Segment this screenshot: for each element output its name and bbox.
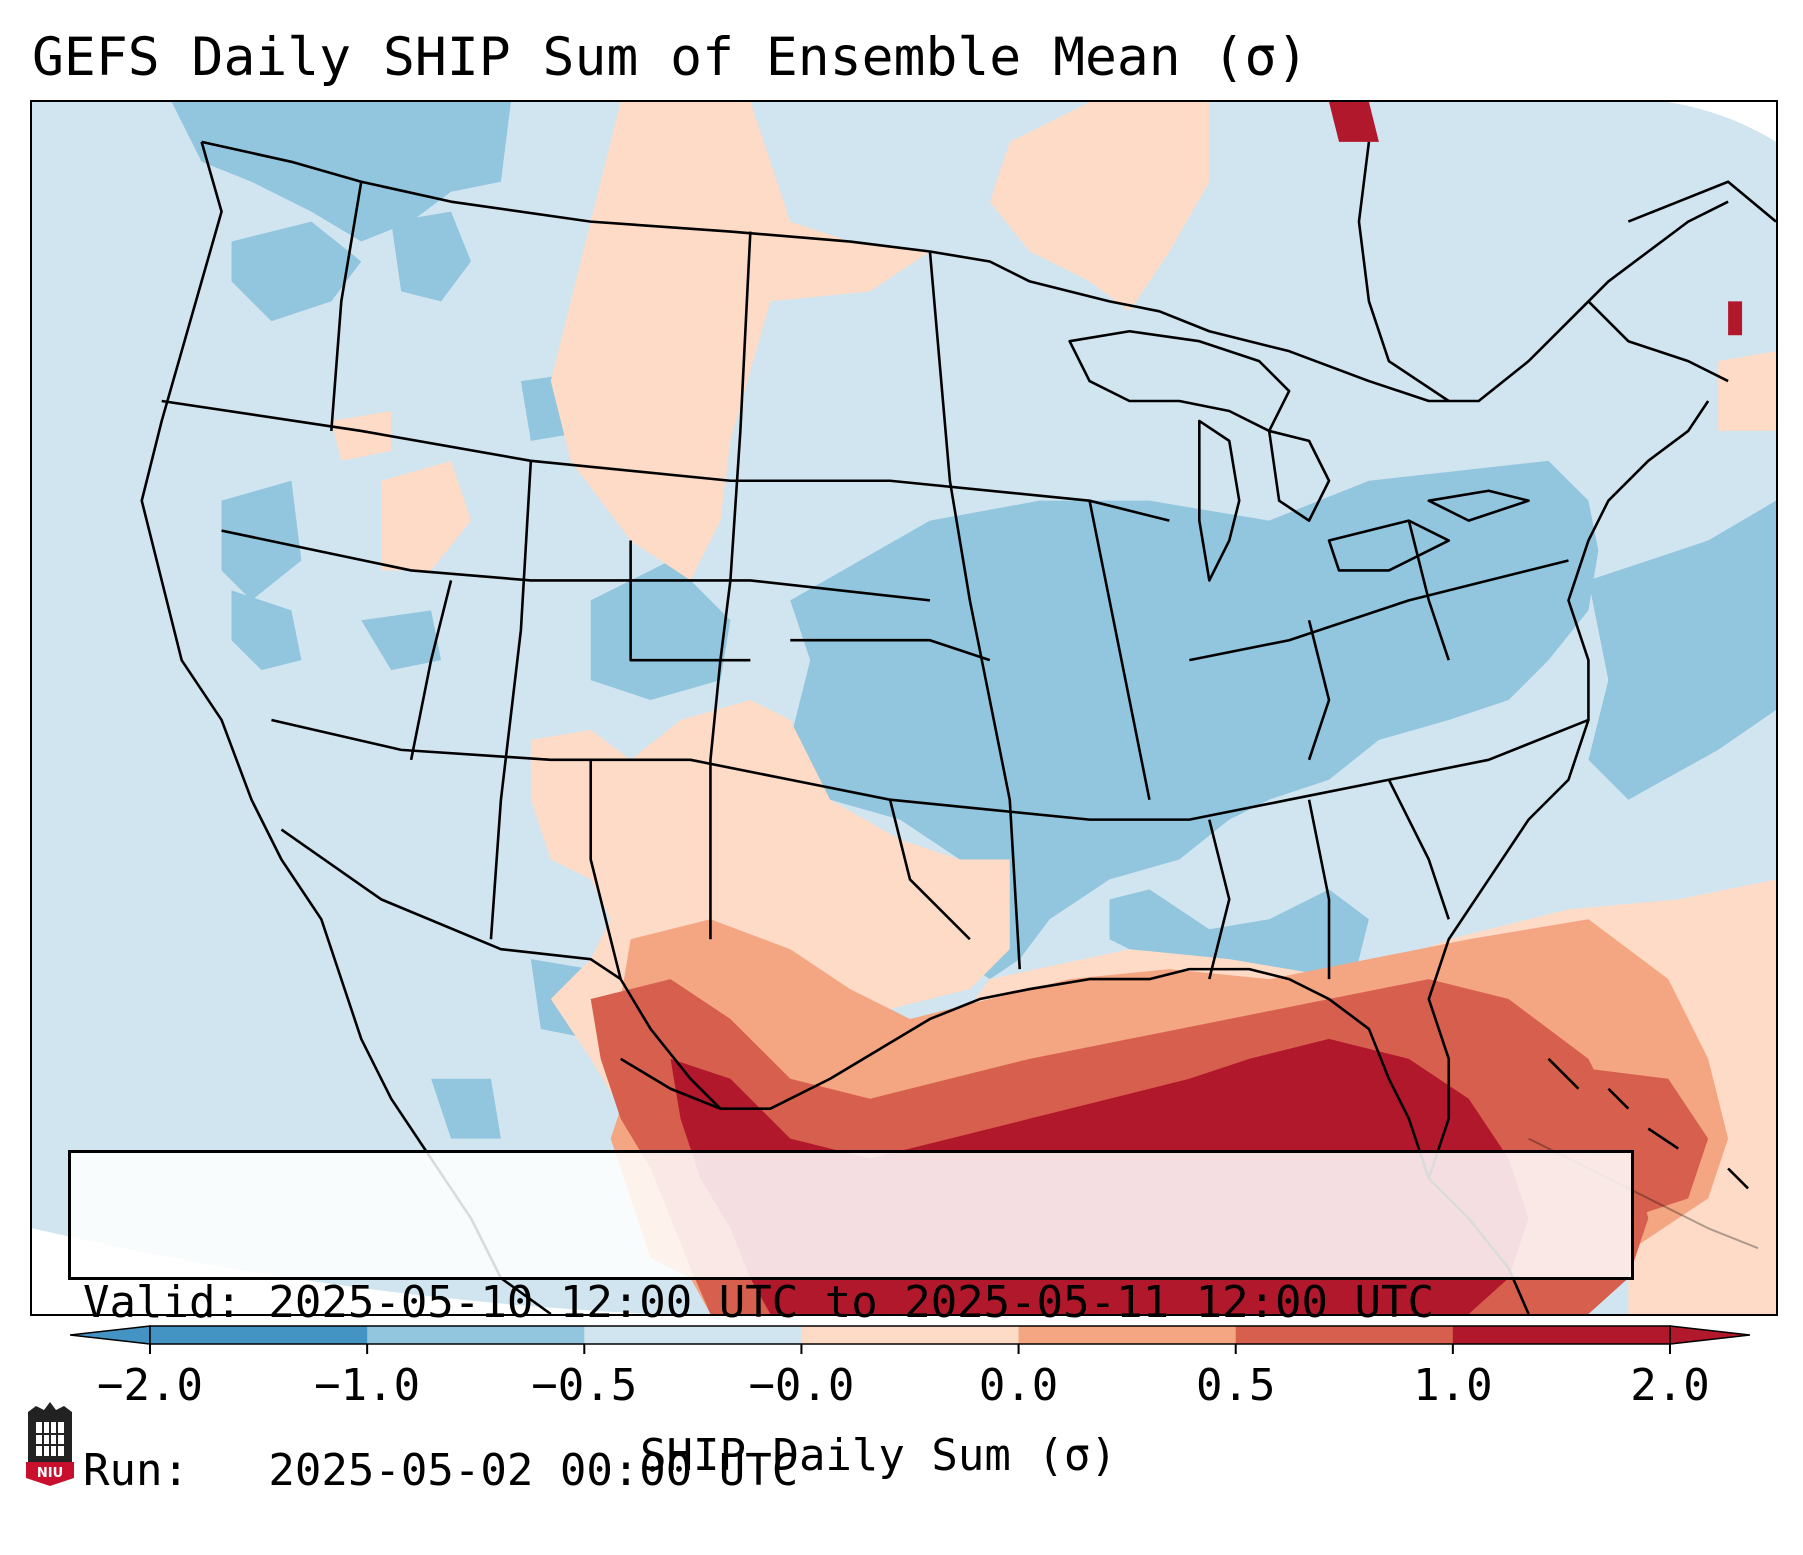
below-normal-regions [171,102,1776,1314]
valid-time-text: Valid: 2025-05-10 12:00 UTC to 2025-05-1… [83,1277,1435,1328]
colorbar-tick-label: −0.0 [748,1360,855,1411]
niu-logo: NIU [26,1402,74,1486]
colorbar-outline [149,1325,1671,1345]
colorbar-extend-max [1669,1325,1750,1345]
projection-edge-top [1668,102,1776,142]
colorbar-segment [367,1326,585,1344]
colorbar-segment [1452,1326,1671,1344]
colorbar-segment [1235,1326,1454,1344]
colorbar-tick-marks [149,1344,1671,1354]
colorbar-segment [801,1326,1020,1344]
run-time-text: Run: 2025-05-02 00:00 UTC [83,1445,799,1496]
colorbar-tick-label: −1.0 [314,1360,421,1411]
map-panel[interactable] [30,100,1778,1316]
colorbar-extend-min [70,1325,151,1345]
map-title: GEFS Daily SHIP Sum of Ensemble Mean (σ) [32,27,1309,88]
colorbar-label: SHIP Daily Sum (σ) [640,1430,1117,1481]
colorbar-tick-label: 2.0 [1630,1360,1710,1411]
colorbar-tick-labels: −2.0 −1.0 −0.5 −0.0 0.0 0.5 1.0 2.0 [0,1358,1803,1418]
logo-text: NIU [37,1466,63,1481]
colorbar-segment [150,1326,368,1344]
projection-edge-left [32,1228,651,1314]
colorbar-segment [584,1326,802,1344]
colorbar [70,1325,1750,1354]
colorbar-tick-label: −0.5 [531,1360,638,1411]
colorbar-tick-label: 1.0 [1413,1360,1493,1411]
colorbar-tick-label: 0.5 [1195,1360,1276,1411]
validity-info-box: Valid: 2025-05-10 12:00 UTC to 2025-05-1… [68,1150,1634,1496]
colorbar-tick-label: 0.0 [978,1360,1059,1411]
colorbar-tick-label: −2.0 [97,1360,203,1411]
map-canvas[interactable] [32,102,1776,1314]
colorbar-segment [1018,1326,1237,1344]
colorbar-segments [70,1325,1750,1345]
